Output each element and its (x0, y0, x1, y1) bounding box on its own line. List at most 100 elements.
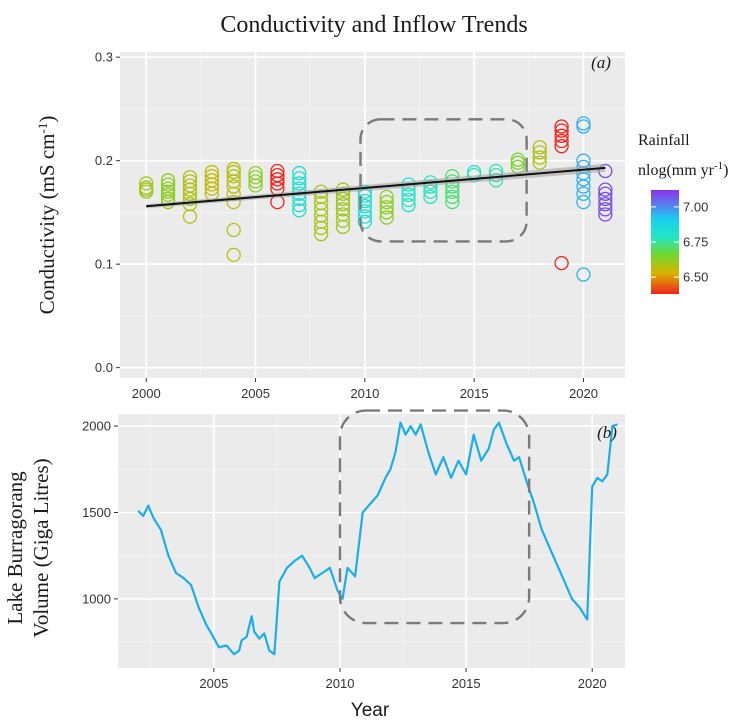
y-tick-label-a: 0.3 (95, 50, 113, 65)
legend-tick-label: 6.75 (683, 235, 708, 250)
conductivity-point (226, 222, 241, 238)
conductivity-point (292, 176, 307, 191)
y-label-a-close: ) (35, 116, 59, 123)
conductivity-point (598, 191, 613, 207)
conductivity-point (204, 169, 219, 184)
conductivity-point (226, 179, 241, 194)
y-tick-label-a: 0.0 (95, 360, 113, 375)
x-axis-label: Year (351, 700, 390, 721)
conductivity-point (598, 196, 613, 212)
conductivity-point (226, 164, 241, 180)
conductivity-point (510, 152, 526, 167)
highlight-box-b (338, 409, 531, 625)
conductivity-point (160, 177, 176, 192)
conductivity-point (445, 189, 460, 205)
conductivity-point (554, 128, 569, 143)
x-tick-label-a: 2010 (350, 386, 379, 401)
conductivity-point (292, 171, 307, 186)
conductivity-point (554, 123, 569, 138)
conductivity-point (248, 174, 263, 189)
x-tick-label-a: 2005 (241, 386, 270, 401)
conductivity-point (335, 202, 351, 217)
conductivity-point (576, 186, 591, 201)
conductivity-point (598, 186, 613, 201)
y-label-a-main: Conductivity (mS cm (35, 134, 59, 315)
conductivity-point (576, 194, 591, 210)
conductivity-point (292, 165, 307, 181)
conductivity-trend (146, 163, 606, 209)
conductivity-point (226, 161, 241, 177)
panel-a-background (120, 52, 625, 378)
conductivity-point (160, 173, 176, 188)
highlight-rect-a (359, 118, 528, 243)
conductivity-point (248, 170, 263, 185)
panel-b-y-label-line1: Lake Burragorang (3, 471, 27, 625)
conductivity-point (182, 178, 198, 193)
legend-unit-exponent: -1 (714, 160, 723, 172)
conductivity-point (226, 194, 241, 210)
conductivity-point (598, 207, 613, 222)
conductivity-point (357, 209, 372, 224)
conductivity-point (510, 155, 526, 170)
conductivity-point (554, 133, 569, 149)
conductivity-point (182, 174, 198, 189)
x-tick-label-b: 2015 (452, 676, 481, 691)
y-tick-label-a: 0.1 (95, 257, 113, 272)
y-tick-label-b: 1000 (82, 591, 111, 606)
conductivity-point (204, 173, 219, 188)
chart-title: Conductivity and Inflow Trends (220, 12, 527, 38)
conductivity-point (576, 116, 591, 131)
panel-b-grid (118, 414, 625, 668)
conductivity-panel: 2000 2005 2010 2015 2020 0.0 0.1 0.2 0.3 (a) Con… (35, 50, 625, 401)
conductivity-point (313, 195, 329, 211)
conductivity-point (226, 247, 241, 262)
conductivity-point (357, 214, 372, 229)
panel-b-y-label-line2: Volume (Giga Litres) (29, 458, 53, 637)
legend-title-line1: Rainfall (638, 132, 690, 149)
y-tick-label-b: 1500 (82, 505, 111, 520)
conductivity-point (292, 203, 307, 218)
conductivity-point (554, 255, 569, 271)
conductivity-point (598, 182, 613, 197)
x-tick-label-b: 2005 (199, 676, 228, 691)
conductivity-point (270, 163, 285, 179)
x-tick-label-a: 2020 (569, 386, 598, 401)
conductivity-point (401, 187, 416, 202)
legend-tick-label: 6.50 (683, 270, 708, 285)
conductivity-point (532, 150, 547, 165)
conductivity-point (139, 182, 154, 197)
panel-b-label: (b) (597, 423, 617, 442)
conductivity-point (598, 202, 613, 217)
conductivity-point (379, 200, 394, 215)
conductivity-point (139, 176, 154, 191)
volume-panel: 2005 2010 2015 2020 1000 1500 2000 (b) Lake Bu… (3, 409, 625, 721)
legend-tick-label: 7.00 (683, 199, 708, 214)
x-tick-label-a: 2015 (460, 386, 489, 401)
conductivity-point (401, 192, 416, 208)
conductivity-point (248, 165, 263, 181)
legend-title-line2: nlog(mm yr-1) (638, 160, 729, 179)
x-tick-label-a: 2000 (132, 386, 161, 401)
conductivity-point (270, 172, 285, 187)
conductivity-point (335, 213, 351, 228)
y-tick-label-a: 0.2 (95, 153, 113, 168)
conductivity-point (335, 207, 351, 222)
conductivity-point (401, 198, 416, 213)
y-tick-label-b: 2000 (82, 419, 111, 434)
conductivity-point (357, 193, 372, 209)
conductivity-point (532, 145, 547, 160)
legend-unit-close: ) (723, 162, 728, 179)
conductivity-point (532, 155, 547, 170)
conductivity-point (204, 164, 219, 180)
conductivity-point (532, 140, 547, 155)
legend-unit-main: nlog(mm yr (638, 162, 715, 179)
highlight-box-a (359, 118, 528, 243)
legend-ticks: 6.50 6.75 7.00 (651, 199, 708, 285)
conductivity-point (357, 204, 372, 219)
conductivity-point (160, 187, 176, 202)
panel-b-ticks: 2005 2010 2015 2020 1000 1500 2000 (82, 419, 607, 691)
conductivity-point (292, 198, 307, 213)
conductivity-point (379, 194, 394, 210)
panel-a-label: (a) (591, 53, 611, 72)
